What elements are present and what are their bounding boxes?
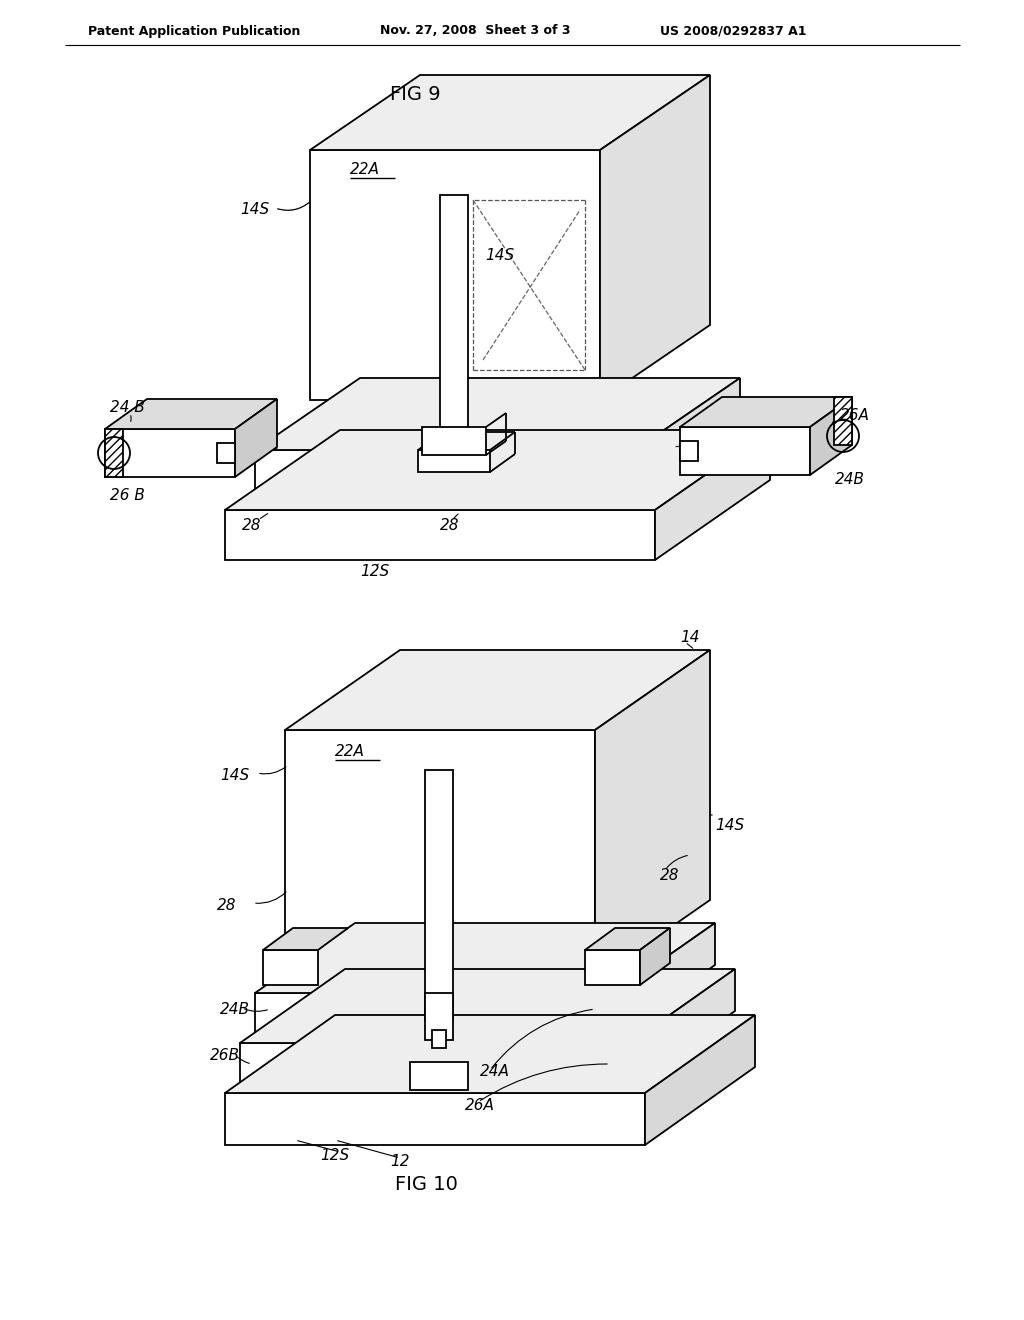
Polygon shape	[255, 993, 615, 1035]
Polygon shape	[225, 430, 770, 510]
Text: 14S: 14S	[220, 767, 249, 783]
Polygon shape	[105, 429, 123, 477]
Polygon shape	[600, 75, 710, 400]
Text: FIG 10: FIG 10	[395, 1176, 458, 1195]
Text: 26A: 26A	[465, 1097, 495, 1113]
Polygon shape	[585, 950, 640, 985]
Polygon shape	[640, 928, 670, 985]
Polygon shape	[310, 75, 710, 150]
Text: 24B: 24B	[835, 473, 865, 487]
Polygon shape	[225, 510, 655, 560]
Polygon shape	[285, 649, 710, 730]
Polygon shape	[310, 150, 600, 400]
Polygon shape	[425, 770, 453, 1020]
Text: 26 B: 26 B	[110, 487, 144, 503]
Polygon shape	[655, 430, 770, 560]
Text: 12S: 12S	[360, 565, 389, 579]
Text: 24A: 24A	[480, 1064, 510, 1080]
Text: 28: 28	[440, 517, 460, 532]
Polygon shape	[834, 397, 852, 445]
Polygon shape	[217, 444, 234, 463]
Text: Patent Application Publication: Patent Application Publication	[88, 25, 300, 37]
Text: 12: 12	[390, 1155, 410, 1170]
Polygon shape	[615, 923, 715, 1035]
Polygon shape	[234, 399, 278, 477]
Polygon shape	[255, 923, 715, 993]
Polygon shape	[680, 397, 852, 426]
Text: 26B: 26B	[210, 1048, 240, 1063]
Polygon shape	[225, 1093, 645, 1144]
Text: Nov. 27, 2008  Sheet 3 of 3: Nov. 27, 2008 Sheet 3 of 3	[380, 25, 570, 37]
Polygon shape	[595, 649, 710, 979]
Polygon shape	[440, 195, 468, 455]
Polygon shape	[263, 928, 348, 950]
Text: 24B: 24B	[220, 1002, 250, 1018]
Text: 14S: 14S	[715, 817, 744, 833]
Text: 28: 28	[217, 898, 237, 912]
Text: 14S: 14S	[240, 202, 269, 218]
Text: 12S: 12S	[319, 1147, 349, 1163]
Polygon shape	[105, 399, 278, 429]
Polygon shape	[418, 450, 490, 473]
Polygon shape	[425, 993, 453, 1040]
Polygon shape	[432, 1030, 446, 1048]
Polygon shape	[645, 1015, 755, 1144]
Polygon shape	[255, 378, 740, 450]
Text: 14S: 14S	[485, 248, 514, 263]
Polygon shape	[263, 950, 318, 985]
Text: 24 B: 24 B	[110, 400, 144, 416]
Text: FIG 9: FIG 9	[390, 86, 440, 104]
Polygon shape	[285, 730, 595, 979]
Text: 22A: 22A	[335, 744, 365, 759]
Text: 22A: 22A	[350, 162, 380, 177]
Polygon shape	[585, 928, 670, 950]
Polygon shape	[680, 426, 810, 475]
Polygon shape	[410, 1063, 468, 1090]
Polygon shape	[225, 1015, 755, 1093]
Polygon shape	[810, 397, 852, 475]
Polygon shape	[630, 969, 735, 1085]
Polygon shape	[240, 1043, 630, 1085]
Polygon shape	[635, 378, 740, 500]
Polygon shape	[105, 429, 234, 477]
Text: 14: 14	[680, 631, 699, 645]
Polygon shape	[422, 426, 486, 455]
Text: 28: 28	[660, 867, 680, 883]
Text: 28: 28	[242, 517, 261, 532]
Text: US 2008/0292837 A1: US 2008/0292837 A1	[660, 25, 807, 37]
Polygon shape	[240, 969, 735, 1043]
Polygon shape	[255, 450, 635, 500]
Polygon shape	[680, 441, 698, 461]
Text: 26A: 26A	[840, 408, 869, 422]
